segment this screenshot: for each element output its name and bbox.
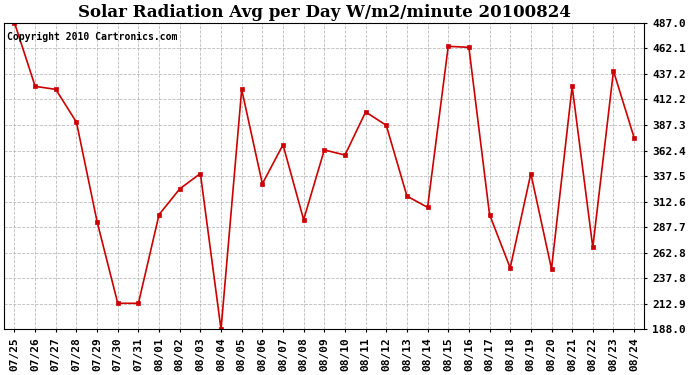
Text: Copyright 2010 Cartronics.com: Copyright 2010 Cartronics.com bbox=[8, 32, 178, 42]
Title: Solar Radiation Avg per Day W/m2/minute 20100824: Solar Radiation Avg per Day W/m2/minute … bbox=[78, 4, 571, 21]
